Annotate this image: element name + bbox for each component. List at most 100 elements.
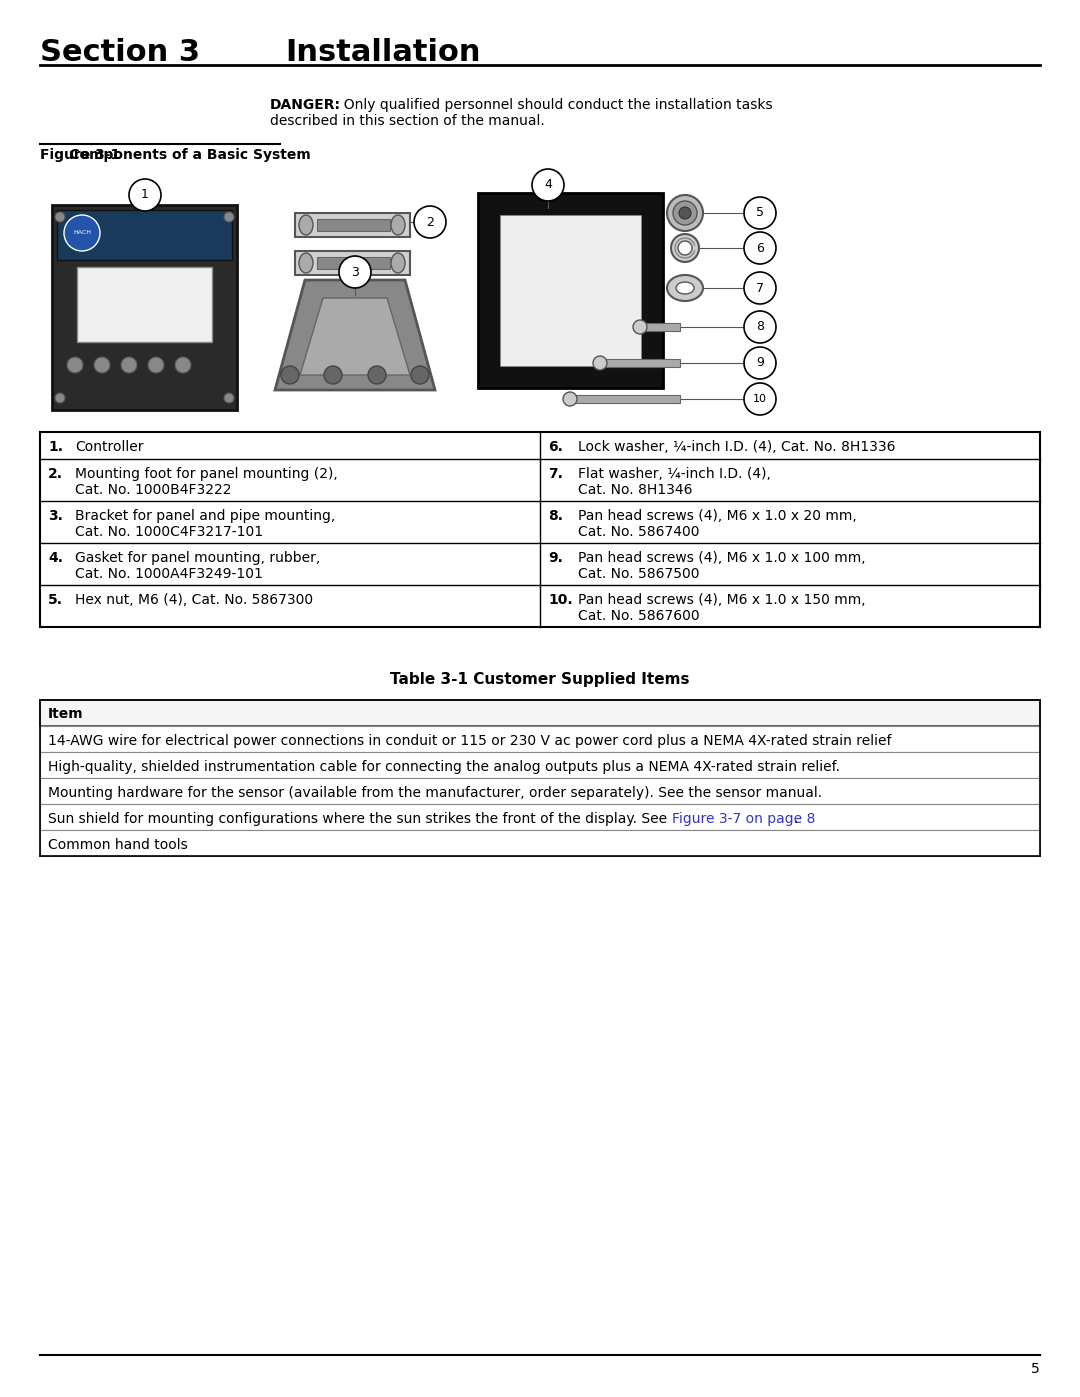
Text: Figure 3-1: Figure 3-1 xyxy=(40,148,120,162)
Text: 9: 9 xyxy=(756,356,764,369)
Circle shape xyxy=(744,383,777,415)
Text: 5: 5 xyxy=(756,207,764,219)
Circle shape xyxy=(281,366,299,384)
Text: Table 3-1 Customer Supplied Items: Table 3-1 Customer Supplied Items xyxy=(390,672,690,687)
Ellipse shape xyxy=(299,253,313,272)
Circle shape xyxy=(673,201,697,225)
Bar xyxy=(295,251,410,275)
Circle shape xyxy=(94,358,110,373)
Text: Cat. No. 1000A4F3249-101: Cat. No. 1000A4F3249-101 xyxy=(75,567,262,581)
Text: 8.: 8. xyxy=(548,509,563,522)
Text: HACH: HACH xyxy=(73,231,91,236)
Text: Mounting hardware for the sensor (available from the manufacturer, order separat: Mounting hardware for the sensor (availa… xyxy=(48,787,822,800)
Text: 4.: 4. xyxy=(48,550,63,564)
Bar xyxy=(318,257,390,270)
Text: 10.: 10. xyxy=(548,592,572,608)
Circle shape xyxy=(744,272,777,305)
Bar xyxy=(600,359,680,367)
Circle shape xyxy=(744,197,777,229)
Circle shape xyxy=(324,366,342,384)
Bar xyxy=(40,726,1040,752)
Bar xyxy=(295,212,410,237)
Circle shape xyxy=(121,358,137,373)
Text: 7: 7 xyxy=(756,282,764,295)
Text: Item: Item xyxy=(48,707,83,721)
Text: DANGER:: DANGER: xyxy=(270,98,341,112)
Bar xyxy=(40,752,1040,778)
Circle shape xyxy=(678,242,692,256)
Circle shape xyxy=(563,393,577,407)
Polygon shape xyxy=(300,298,410,374)
Circle shape xyxy=(532,169,564,201)
Polygon shape xyxy=(275,279,435,390)
Text: Pan head screws (4), M6 x 1.0 x 100 mm,: Pan head screws (4), M6 x 1.0 x 100 mm, xyxy=(578,550,866,564)
Text: Flat washer, ¼-inch I.D. (4),: Flat washer, ¼-inch I.D. (4), xyxy=(578,467,771,481)
Text: Cat. No. 1000C4F3217-101: Cat. No. 1000C4F3217-101 xyxy=(75,525,264,539)
Text: 1.: 1. xyxy=(48,440,63,454)
Circle shape xyxy=(593,356,607,370)
Text: High-quality, shielded instrumentation cable for connecting the analog outputs p: High-quality, shielded instrumentation c… xyxy=(48,760,840,774)
Circle shape xyxy=(368,366,386,384)
Circle shape xyxy=(679,207,691,219)
Text: 4: 4 xyxy=(544,179,552,191)
Text: Only qualified personnel should conduct the installation tasks: Only qualified personnel should conduct … xyxy=(335,98,772,112)
Text: Cat. No. 5867500: Cat. No. 5867500 xyxy=(578,567,700,581)
Bar xyxy=(500,215,642,366)
Bar xyxy=(40,805,1040,830)
Text: 3.: 3. xyxy=(48,509,63,522)
Circle shape xyxy=(67,358,83,373)
Text: Figure 3-7 on page 8: Figure 3-7 on page 8 xyxy=(672,812,815,826)
Bar xyxy=(570,395,680,402)
Text: Gasket for panel mounting, rubber,: Gasket for panel mounting, rubber, xyxy=(75,550,321,564)
Bar xyxy=(640,323,680,331)
Text: Cat. No. 8H1346: Cat. No. 8H1346 xyxy=(578,483,692,497)
Text: Mounting foot for panel mounting (2),: Mounting foot for panel mounting (2), xyxy=(75,467,338,481)
Text: 5: 5 xyxy=(1031,1362,1040,1376)
Circle shape xyxy=(744,346,777,379)
Ellipse shape xyxy=(391,215,405,235)
Circle shape xyxy=(175,358,191,373)
Bar xyxy=(77,267,212,342)
Circle shape xyxy=(55,393,65,402)
Circle shape xyxy=(224,393,234,402)
Text: Cat. No. 1000B4F3222: Cat. No. 1000B4F3222 xyxy=(75,483,231,497)
Text: 2.: 2. xyxy=(48,467,63,481)
Circle shape xyxy=(744,232,777,264)
Circle shape xyxy=(671,235,699,263)
Text: Components of a Basic System: Components of a Basic System xyxy=(40,148,311,162)
Text: Pan head screws (4), M6 x 1.0 x 20 mm,: Pan head screws (4), M6 x 1.0 x 20 mm, xyxy=(578,509,856,522)
Bar xyxy=(478,193,663,388)
Text: 9.: 9. xyxy=(548,550,563,564)
Circle shape xyxy=(414,205,446,237)
Text: described in this section of the manual.: described in this section of the manual. xyxy=(270,115,544,129)
Ellipse shape xyxy=(299,215,313,235)
Text: 6: 6 xyxy=(756,242,764,254)
Circle shape xyxy=(339,256,372,288)
Text: 6.: 6. xyxy=(548,440,563,454)
Text: 14-AWG wire for electrical power connections in conduit or 115 or 230 V ac power: 14-AWG wire for electrical power connect… xyxy=(48,733,891,747)
Text: 2: 2 xyxy=(427,215,434,229)
Text: Pan head screws (4), M6 x 1.0 x 150 mm,: Pan head screws (4), M6 x 1.0 x 150 mm, xyxy=(578,592,866,608)
Text: 3: 3 xyxy=(351,265,359,278)
Text: 10: 10 xyxy=(753,394,767,404)
Circle shape xyxy=(633,320,647,334)
Bar xyxy=(52,205,237,409)
Text: 5.: 5. xyxy=(48,592,63,608)
Text: Section 3: Section 3 xyxy=(40,38,200,67)
Text: Cat. No. 5867400: Cat. No. 5867400 xyxy=(578,525,700,539)
Bar xyxy=(318,219,390,231)
Text: Controller: Controller xyxy=(75,440,144,454)
Circle shape xyxy=(224,212,234,222)
Bar xyxy=(57,210,232,260)
Circle shape xyxy=(744,312,777,344)
Ellipse shape xyxy=(676,282,694,293)
Text: Installation: Installation xyxy=(285,38,481,67)
Text: Sun shield for mounting configurations where the sun strikes the front of the di: Sun shield for mounting configurations w… xyxy=(48,812,672,826)
Bar xyxy=(40,700,1040,726)
Ellipse shape xyxy=(391,253,405,272)
Bar xyxy=(40,830,1040,856)
Text: Hex nut, M6 (4), Cat. No. 5867300: Hex nut, M6 (4), Cat. No. 5867300 xyxy=(75,592,313,608)
Circle shape xyxy=(129,179,161,211)
Circle shape xyxy=(55,212,65,222)
Circle shape xyxy=(148,358,164,373)
